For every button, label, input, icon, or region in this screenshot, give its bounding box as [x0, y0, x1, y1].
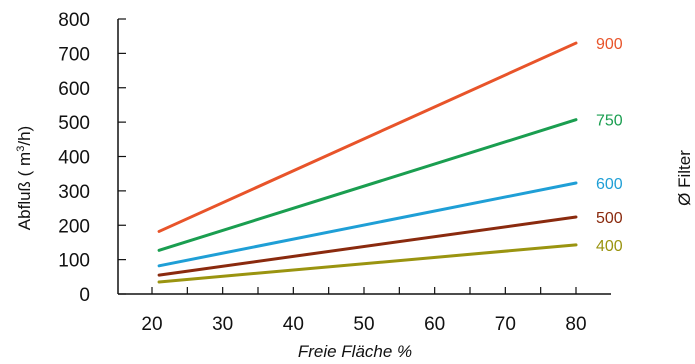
- y-tick-label: 500: [58, 113, 90, 134]
- y-tick-label: 800: [58, 10, 90, 31]
- x-tick-label: 20: [141, 314, 162, 335]
- x-tick-label: 30: [212, 314, 233, 335]
- series-line-900: [157, 41, 578, 233]
- y-tick-label: 700: [58, 44, 90, 65]
- y-tick-label: 100: [58, 251, 90, 272]
- x-tick-label: 50: [353, 314, 374, 335]
- series-line-600: [157, 181, 578, 268]
- y-axis-title-superscript: 3: [15, 146, 27, 152]
- series-lines: [157, 41, 578, 284]
- y-tick-label: 600: [58, 79, 90, 100]
- series-label-400: 400: [596, 238, 623, 255]
- x-tick-label: 70: [495, 314, 516, 335]
- x-axis-ticks: 20 30 40 50 60 70 80: [141, 287, 587, 335]
- series-line-750: [157, 118, 578, 252]
- y-tick-label: 400: [58, 148, 90, 169]
- x-axis-title: Freie Fläche %: [298, 342, 412, 361]
- y-axis-title: Abfluß ( m3/h): [15, 126, 34, 230]
- series-label-500: 500: [596, 210, 623, 227]
- series-label-600: 600: [596, 176, 623, 193]
- series-line-400: [157, 243, 578, 284]
- series-label-750: 750: [596, 113, 623, 130]
- y-tick-label: 300: [58, 182, 90, 203]
- series-labels: 900 750 600 500 400: [596, 36, 623, 255]
- x-tick-label: 80: [565, 314, 586, 335]
- series-label-900: 900: [596, 36, 623, 53]
- y-axis-ticks: 0 100 200 300 400 500 600 700 800: [58, 10, 126, 306]
- y-tick-label: 0: [79, 285, 90, 306]
- x-tick-label: 60: [424, 314, 445, 335]
- y-tick-label: 200: [58, 216, 90, 237]
- legend-title: Ø Filter: [675, 150, 694, 206]
- series-line-500: [157, 215, 578, 277]
- x-tick-label: 40: [283, 314, 304, 335]
